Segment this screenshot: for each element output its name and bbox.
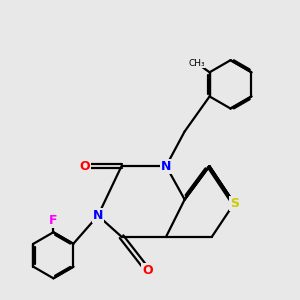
Text: S: S xyxy=(230,197,239,210)
Text: F: F xyxy=(49,214,58,227)
Text: CH₃: CH₃ xyxy=(188,58,205,68)
Text: N: N xyxy=(93,209,103,222)
Text: O: O xyxy=(142,264,153,277)
Text: O: O xyxy=(79,160,90,172)
Text: N: N xyxy=(161,160,171,172)
